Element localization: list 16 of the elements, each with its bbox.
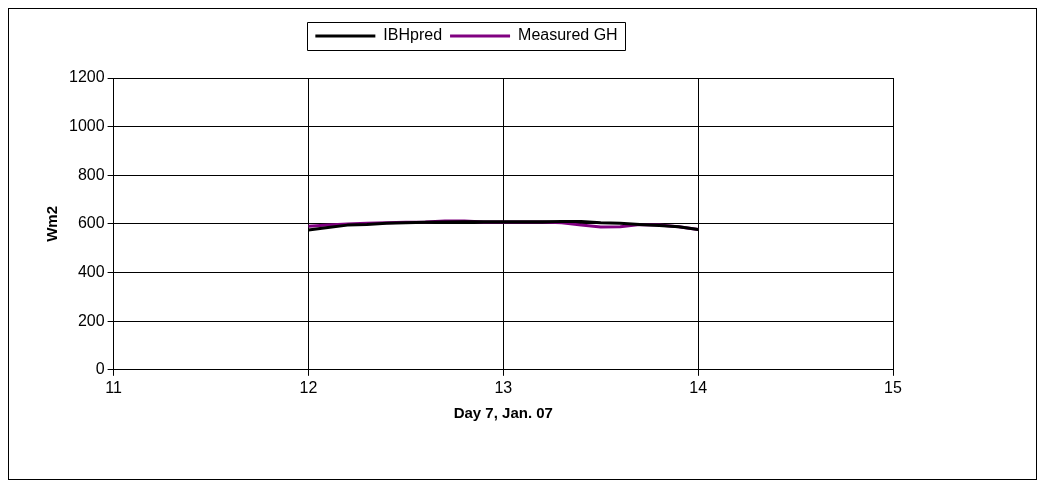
y-axis-title: Wm2 <box>43 205 61 242</box>
x-tick-label: 15 <box>884 378 902 396</box>
y-tick-label: 400 <box>77 262 105 280</box>
y-tick-label: 0 <box>95 360 105 378</box>
y-tick-label: 200 <box>77 311 105 329</box>
y-tick-label: 600 <box>77 214 105 232</box>
y-tick-label: 800 <box>77 165 105 183</box>
x-tick-label: 12 <box>299 378 318 396</box>
y-tick-label: 1000 <box>69 117 105 135</box>
y-tick-label: 1200 <box>69 68 105 86</box>
legend-label: Measured GH <box>518 26 618 44</box>
x-tick-label: 14 <box>689 378 708 396</box>
x-tick-label: 11 <box>105 378 122 396</box>
x-tick-label: 13 <box>494 378 513 396</box>
legend-label: IBHpred <box>383 26 443 44</box>
x-axis-title: Day 7, Jan. 07 <box>453 404 553 422</box>
